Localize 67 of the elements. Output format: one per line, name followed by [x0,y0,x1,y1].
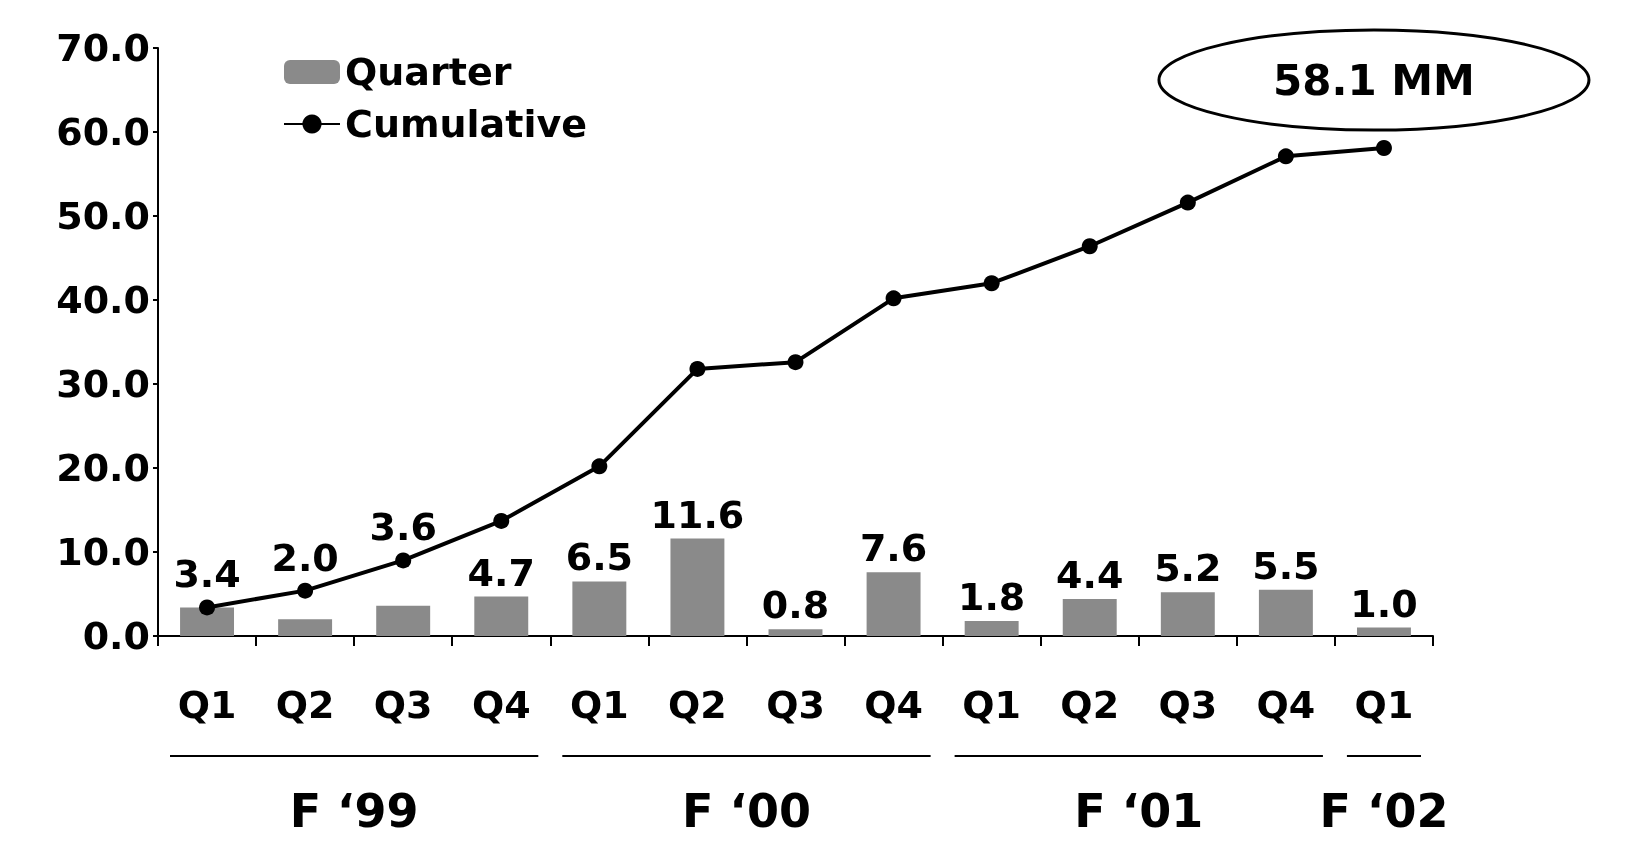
y-tick-label: 30.0 [56,362,150,406]
bar [180,607,235,636]
text: F ‘01 [1074,784,1204,838]
bar [1258,589,1313,636]
point [1179,194,1196,211]
x-tick-label: Q3 [373,683,433,727]
bar [964,620,1019,636]
data-label: 0.8 [761,583,830,628]
data-label: 2.0 [271,535,339,580]
bar [474,596,529,636]
x-tick-label: Q1 [569,683,629,727]
point [1375,139,1392,156]
data-label: 3.4 [173,552,241,597]
bar [278,619,333,636]
point [885,290,902,307]
point [787,354,804,371]
point [395,552,412,569]
bar [768,629,823,636]
bar [1062,599,1117,636]
bar [376,605,431,636]
x-tick-label: Q1 [177,683,237,727]
y-tick-label: 60.0 [56,110,150,154]
x-tick-label: Q2 [275,683,335,727]
x-tick-label: Q4 [1256,683,1316,727]
bar [670,538,725,636]
legend-label: Cumulative [345,102,587,146]
x-tick-label: Q2 [1060,683,1120,727]
data-label: 6.5 [565,535,634,580]
point [199,599,216,616]
y-tick-label: 50.0 [56,194,150,238]
data-label: 1.0 [1350,581,1418,626]
text: F ‘00 [681,784,811,838]
data-label: 4.4 [1056,553,1124,598]
point [297,582,314,599]
data-label: 7.6 [859,526,928,571]
bar [572,581,627,636]
point [689,360,706,377]
data-label: 4.7 [467,550,535,595]
data-label: 5.2 [1154,546,1222,591]
bar [866,572,921,636]
y-tick-label: 40.0 [56,278,150,322]
y-tick-label: 0.0 [82,614,150,658]
x-tick-label: Q4 [864,683,923,727]
y-tick-label: 20.0 [56,446,150,490]
point [1081,238,1098,255]
data-label: 3.6 [369,505,437,550]
x-tick-label: Q2 [668,683,727,727]
text: F ‘02 [1319,784,1449,838]
y-tick-label: 10.0 [56,530,150,574]
x-tick-label: Q1 [1354,683,1414,727]
text: F ‘99 [289,784,419,838]
point [493,512,510,529]
point [591,458,608,475]
legend-label: Quarter [345,50,512,94]
data-label: 5.5 [1252,543,1320,588]
y-tick-label: 70.0 [56,26,150,70]
x-tick-label: Q1 [962,683,1022,727]
x-tick-label: Q3 [1158,683,1218,727]
data-label: 11.6 [650,492,745,537]
bar [1356,627,1411,636]
annotation: 58.1 MM [1273,55,1475,105]
data-label: 1.8 [957,574,1026,619]
point [1277,148,1294,165]
point [983,275,1000,292]
bar [1160,592,1215,636]
x-tick-label: Q3 [766,683,825,727]
x-tick-label: Q4 [471,683,531,727]
